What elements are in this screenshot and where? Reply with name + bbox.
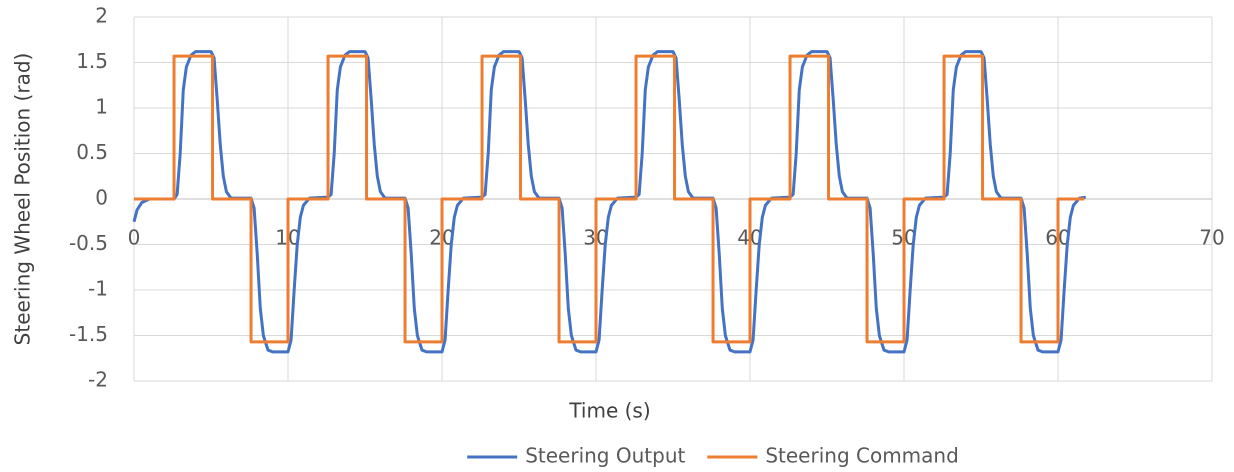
y-axis-title: Steering Wheel Position (rad) (11, 53, 35, 346)
x-tick-label: 70 (1199, 226, 1224, 250)
x-axis-title: Time (s) (568, 399, 650, 423)
y-tick-label: -1.5 (69, 322, 108, 346)
series-line (134, 54, 1085, 344)
y-tick-label: 0.5 (76, 140, 108, 164)
y-tick-label: -1 (88, 277, 108, 301)
y-tick-label: 1 (95, 95, 108, 119)
x-tick-label: 0 (128, 226, 141, 250)
y-tick-label: 1.5 (76, 49, 108, 73)
legend-label: Steering Output (525, 444, 685, 468)
y-tick-label: -0.5 (69, 231, 108, 255)
y-tick-label: -2 (88, 368, 108, 392)
y-tick-label: 2 (95, 4, 108, 28)
legend-label: Steering Command (765, 444, 958, 468)
y-tick-label: 0 (95, 186, 108, 210)
